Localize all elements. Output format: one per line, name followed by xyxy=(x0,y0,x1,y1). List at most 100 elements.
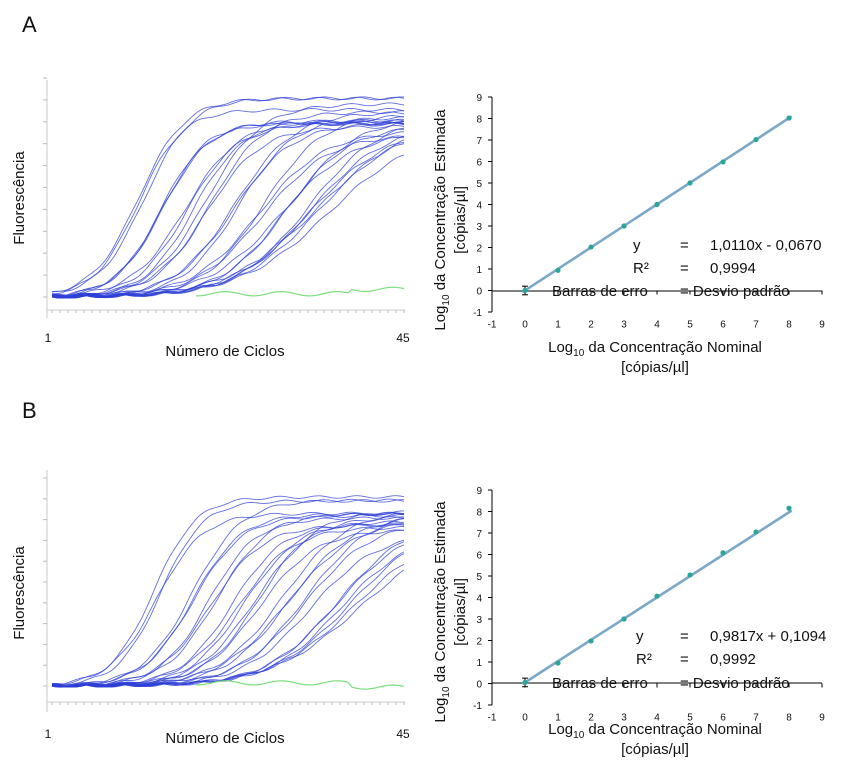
stat-r2-eq-b: = xyxy=(680,651,689,668)
stat-equation-a: 1,0110x - 0,0670 xyxy=(710,237,821,254)
amplification-curve xyxy=(51,499,404,685)
amplification-curve xyxy=(51,121,405,297)
amplification-curve xyxy=(51,125,405,298)
std-ylabel-unit-a: [cópias/µl] xyxy=(452,186,469,254)
std-x-tick-label: 5 xyxy=(687,713,693,724)
std-x-tick-label: 1 xyxy=(555,320,561,331)
amplification-curve xyxy=(51,135,405,299)
amplification-curve xyxy=(51,512,405,687)
std-y-tick-label: 3 xyxy=(476,222,482,233)
amplification-curve xyxy=(51,518,405,688)
stat-y-eq-a: = xyxy=(680,237,689,254)
std-y-tick-label: 1 xyxy=(476,658,482,669)
amplification-curve xyxy=(51,127,405,299)
amplification-curve xyxy=(51,143,405,299)
standard-curve-b: -1 0 1 2 3 4 5 6 7 8 9 -1 0 1 2 3 4 5 6 7 8 9 Log10 da Concen… xyxy=(432,486,826,758)
std-x-tick-label: 1 xyxy=(555,713,561,724)
amp-x-start-b: 1 xyxy=(45,727,52,741)
std-y-tick-label: 7 xyxy=(476,136,482,147)
data-point xyxy=(720,550,726,556)
panel-letter-b: B xyxy=(22,398,37,423)
std-x-tick-label: 6 xyxy=(720,713,726,724)
amplification-curve xyxy=(51,110,405,298)
stat-error-value-b: = Desvio padrão xyxy=(680,675,790,692)
std-y-tick-label: 5 xyxy=(476,572,482,583)
data-point xyxy=(786,115,792,121)
amp-xlabel-a: Número de Ciclos xyxy=(165,343,284,360)
data-point xyxy=(753,529,759,535)
stat-equation-b: 0,9817x + 0,1094 xyxy=(710,628,826,645)
stat-r2-value-b: 0,9992 xyxy=(710,651,756,668)
std-x-tick-label: 0 xyxy=(522,713,528,724)
amplification-curve xyxy=(51,524,404,688)
amplification-curve xyxy=(51,137,404,299)
amp-x-start-a: 1 xyxy=(45,331,52,345)
amplification-curve xyxy=(51,121,405,299)
std-x-tick-label: 4 xyxy=(654,713,660,724)
std-x-tick-label: 6 xyxy=(720,320,726,331)
amplification-curve xyxy=(51,122,405,299)
std-marks-a xyxy=(522,115,792,296)
std-y-tick-label: 6 xyxy=(476,551,482,562)
amplification-curve xyxy=(51,518,405,688)
data-point xyxy=(786,505,792,511)
stat-r2-label-b: R² xyxy=(636,651,652,668)
std-xlabel-b: Log10 da Concentração Nominal xyxy=(548,721,762,741)
negative-control-curve xyxy=(195,286,405,297)
amp-ylabel-a: Fluorescência xyxy=(11,151,28,245)
data-point xyxy=(555,267,561,273)
amp-x-end-a: 45 xyxy=(396,331,410,345)
std-y-tick-label: 3 xyxy=(476,615,482,626)
std-ylabel-a: Log10 da Concentração Estimada xyxy=(432,109,452,331)
std-ylabel-unit-b: [cópias/µl] xyxy=(452,578,469,646)
stat-error-label-a: Barras de erro xyxy=(552,283,648,300)
amplification-curve xyxy=(51,512,405,688)
std-y-tick-label: 2 xyxy=(476,244,482,255)
std-x-tick-label: 9 xyxy=(819,713,825,724)
amp-ylabel-b: Fluorescência xyxy=(11,546,28,640)
data-point xyxy=(588,244,594,250)
std-ylabel-b: Log10 da Concentração Estimada xyxy=(432,501,452,723)
amplification-curve xyxy=(51,563,405,688)
amplification-curve xyxy=(51,553,405,688)
std-x-tick-label: 2 xyxy=(588,713,594,724)
amplification-curve xyxy=(51,135,405,299)
data-point xyxy=(720,159,726,165)
std-x-tick-label: 2 xyxy=(588,320,594,331)
std-x-tick-label: -1 xyxy=(488,320,497,331)
std-x-tick-label: 3 xyxy=(621,713,627,724)
amplification-curve xyxy=(51,96,405,293)
amplification-curve xyxy=(51,495,405,685)
std-xlabel-a: Log10 da Concentração Nominal xyxy=(548,339,762,359)
stat-error-value-a: = Desvio padrão xyxy=(680,283,790,300)
amplification-curve xyxy=(51,115,405,299)
data-point xyxy=(522,679,528,686)
std-x-tick-label: 9 xyxy=(819,320,825,331)
stat-y-label-b: y xyxy=(636,628,644,645)
amplification-curve xyxy=(51,142,405,299)
stat-r2-label-a: R² xyxy=(633,260,649,277)
amp-curves-a xyxy=(51,96,405,299)
amp-ticks-b xyxy=(43,477,405,705)
amp-ticks-a xyxy=(43,77,405,313)
stat-r2-eq-a: = xyxy=(680,260,689,277)
stat-error-label-b: Barras de erro xyxy=(552,675,648,692)
std-y-tick-label: -1 xyxy=(473,308,482,319)
data-point xyxy=(522,287,528,294)
amplification-curve xyxy=(51,154,405,299)
panel-b: B Fluorescência 1 45 Número de Ciclos -1… xyxy=(11,398,826,758)
negative-control-curve xyxy=(196,680,405,690)
data-point xyxy=(621,616,627,622)
stat-y-eq-b: = xyxy=(680,628,689,645)
data-point xyxy=(687,572,693,578)
amplification-plot-b: Fluorescência 1 45 Número de Ciclos xyxy=(11,470,410,747)
std-y-tick-label: 0 xyxy=(476,680,482,691)
amplification-curve xyxy=(51,498,405,687)
amplification-curve xyxy=(51,111,405,299)
std-ticks-a: -1 0 1 2 3 4 5 6 7 8 9 -1 0 1 2 3 4 5 6 7 8 9 xyxy=(473,93,825,331)
stat-y-label-a: y xyxy=(633,237,641,254)
std-marks-b xyxy=(522,505,792,688)
std-y-tick-label: 5 xyxy=(476,179,482,190)
amplification-curve xyxy=(51,520,405,688)
